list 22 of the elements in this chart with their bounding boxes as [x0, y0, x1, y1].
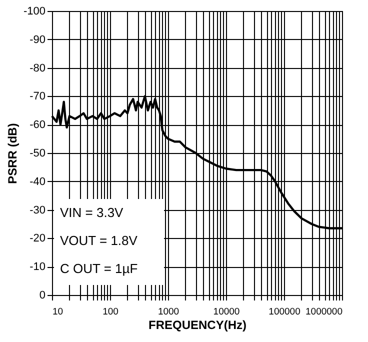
annotation: VOUT = 1.8V: [60, 233, 138, 248]
y-tick-label: -60: [30, 119, 46, 132]
y-tick-label: 0: [39, 290, 46, 302]
annotation: VIN = 3.3V: [60, 205, 124, 220]
y-tick-label: -10: [30, 261, 46, 274]
y-tick-label: -100: [23, 6, 46, 18]
y-tick-label: -70: [30, 90, 46, 103]
y-tick-label: -20: [30, 232, 46, 245]
y-tick-label: -50: [30, 148, 46, 160]
y-tick-label: -30: [30, 204, 46, 216]
x-tick-label: 1000: [158, 306, 180, 318]
y-axis-title: PSRR (dB): [5, 123, 20, 184]
x-tick-label: 100000: [268, 306, 300, 318]
x-tick-label: 10000: [213, 306, 240, 318]
x-axis-title: FREQUENCY(Hz): [148, 318, 246, 332]
y-tick-label: -40: [30, 176, 46, 188]
y-tick-label: -90: [30, 34, 46, 46]
x-tick-label: 10: [52, 306, 64, 318]
x-tick-label: 1000000: [306, 306, 342, 318]
annotation: C OUT = 1µF: [60, 261, 138, 276]
y-tick-label: -80: [30, 62, 46, 74]
x-tick-label: 100: [102, 306, 118, 318]
